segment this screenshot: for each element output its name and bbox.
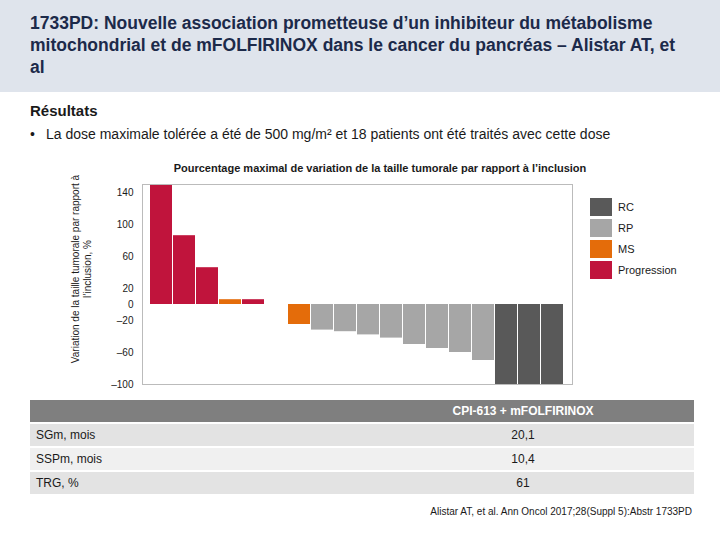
html-text:RP: RP bbox=[618, 221, 634, 234]
html-text:Pourcentage maximal de variati: Pourcentage maximal de variation de la t… bbox=[173, 162, 587, 174]
html-text:1733PD: Nouvelle association p: 1733PD: Nouvelle association prometteuse… bbox=[30, 13, 676, 77]
html-text:10,4: 10,4 bbox=[511, 452, 535, 466]
svg-text:–100: –100 bbox=[111, 379, 134, 390]
html-text:20,1: 20,1 bbox=[511, 428, 535, 442]
svg-text:100: 100 bbox=[117, 219, 134, 230]
svg-text:–20: –20 bbox=[117, 315, 134, 326]
svg-text:140: 140 bbox=[117, 187, 134, 198]
svg-text:–60: –60 bbox=[117, 347, 134, 358]
html-text:SGm, mois: SGm, mois bbox=[36, 428, 96, 442]
html-text:Résultats: Résultats bbox=[30, 102, 98, 119]
html-text:CPI-613 + mFOLFIRINOX: CPI-613 + mFOLFIRINOX bbox=[452, 404, 594, 418]
svg-text:20: 20 bbox=[122, 283, 134, 294]
svg-text:0: 0 bbox=[128, 299, 134, 310]
html-text:MS: MS bbox=[618, 242, 635, 255]
html-text:RC: RC bbox=[618, 200, 634, 213]
html-text:Alistar AT, et al. Ann Oncol 2: Alistar AT, et al. Ann Oncol 2017;28(Sup… bbox=[430, 506, 692, 517]
html-text:La dose maximale tolérée a été: La dose maximale tolérée a été de 500 mg… bbox=[46, 126, 611, 142]
svg-text:60: 60 bbox=[122, 251, 134, 262]
html-text:Variation de la taille tumoral: Variation de la taille tumorale par rapp… bbox=[70, 174, 93, 364]
html-text:TRG, %: TRG, % bbox=[36, 476, 79, 490]
html-text:Progression: Progression bbox=[618, 263, 677, 276]
html-text:SSPm, mois: SSPm, mois bbox=[36, 452, 102, 466]
html-text:61: 61 bbox=[516, 476, 530, 490]
